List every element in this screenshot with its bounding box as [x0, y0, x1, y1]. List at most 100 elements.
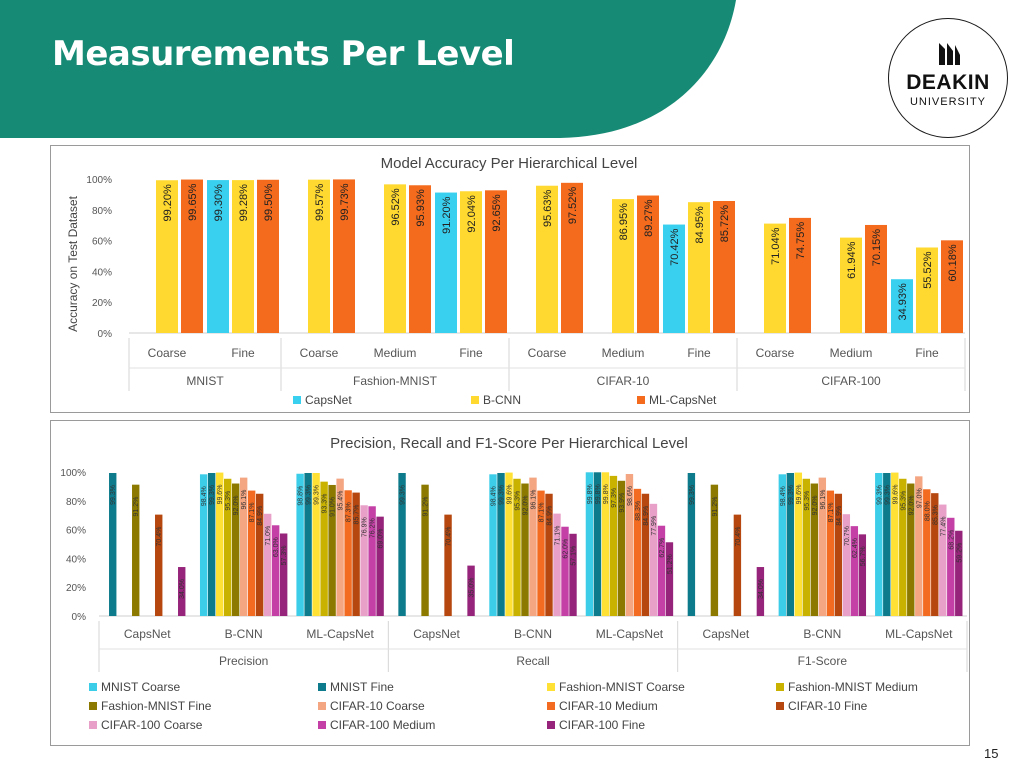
bar-data-label: 95.3%	[515, 491, 522, 511]
bar-cifar-100-medium-precision-ml-capsnet	[368, 506, 376, 616]
bar-cifar-100-coarse-recall-b-cnn	[553, 513, 561, 616]
bar-mnist-fine-f1-score-ml-capsnet	[883, 473, 891, 616]
bar-data-label: 98.4%	[780, 486, 787, 506]
header-band	[0, 0, 1024, 140]
group-label: F1-Score	[798, 654, 848, 668]
bar-mnist-fine-f1-score-capsnet	[687, 473, 696, 616]
legend-label-b-cnn: B-CNN	[483, 393, 521, 407]
bar-b-cnn-mnist-fine	[232, 180, 254, 333]
bar-data-label: 99.3%	[884, 485, 891, 505]
bar-ml-capsnet-fashion-mnist-coarse	[333, 179, 355, 333]
y-tick-label: 80%	[92, 206, 112, 217]
bar-data-label: 96.1%	[820, 490, 827, 510]
header-band-shape	[0, 0, 736, 138]
bar-mnist-fine-precision-ml-capsnet	[304, 473, 312, 616]
bar-fashion-mnist-medium-precision-ml-capsnet	[320, 481, 328, 616]
bar-ml-capsnet-cifar-10-coarse	[561, 182, 583, 333]
bar-cifar-100-fine-precision-ml-capsnet	[376, 516, 384, 616]
bar-data-label: 70.7%	[844, 526, 851, 546]
bar-cifar-100-medium-recall-b-cnn	[561, 526, 569, 616]
chart-title: Precision, Recall and F1-Score Per Hiera…	[330, 435, 688, 452]
x-tick-label: B-CNN	[514, 627, 552, 641]
bar-data-label: 34.0%	[758, 579, 765, 599]
bar-mnist-fine-recall-ml-capsnet	[593, 472, 602, 616]
legend-swatch-cifar-100-medium	[318, 721, 326, 729]
bar-mnist-coarse-precision-b-cnn	[199, 474, 208, 616]
legend-label-fashion-mnist-coarse: Fashion-MNIST Coarse	[559, 680, 685, 694]
chart-title: Model Accuracy Per Hierarchical Level	[381, 155, 638, 172]
bar-cifar-10-coarse-recall-b-cnn	[529, 477, 537, 616]
group-label: Precision	[219, 654, 268, 668]
legend-label-ml-capsnet: ML-CapsNet	[649, 393, 717, 407]
bar-cifar-100-fine-recall-ml-capsnet	[665, 542, 674, 616]
legend-swatch-fashion-mnist-medium	[776, 683, 784, 691]
bar-data-label: 99.8%	[603, 484, 610, 504]
bar-b-cnn-cifar-10-fine	[688, 202, 710, 333]
bar-data-label: 62.0%	[563, 539, 570, 559]
bar-data-label: 99.28%	[238, 184, 250, 222]
bar-data-label: 70.15%	[871, 229, 883, 267]
bar-cifar-10-fine-recall-ml-capsnet	[641, 493, 650, 616]
x-tick-label: Fine	[231, 346, 255, 360]
bar-capsnet-cifar-10-fine	[663, 224, 685, 333]
bar-data-label: 99.6%	[796, 485, 803, 505]
x-tick-label: Fine	[459, 346, 483, 360]
bar-cifar-100-fine-f1-score-capsnet	[756, 567, 765, 616]
bar-cifar-10-fine-precision-ml-capsnet	[352, 492, 360, 616]
bar-cifar-10-coarse-precision-ml-capsnet	[336, 478, 344, 616]
y-tick-label: 20%	[92, 298, 112, 309]
logo-text-university: UNIVERSITY	[909, 96, 986, 108]
bar-ml-capsnet-mnist-fine	[257, 179, 279, 333]
bar-cifar-10-medium-precision-ml-capsnet	[344, 490, 352, 616]
bar-data-label: 91.2%	[423, 497, 430, 517]
bar-cifar-10-coarse-f1-score-ml-capsnet	[915, 476, 923, 616]
legend-swatch-mnist-coarse	[89, 683, 97, 691]
bar-data-label: 92.0%	[523, 496, 530, 516]
bar-data-label: 99.3%	[788, 485, 795, 505]
bar-cifar-100-fine-recall-capsnet	[467, 565, 475, 616]
bar-ml-capsnet-fashion-mnist-medium	[409, 185, 431, 333]
bar-data-label: 84.9%	[257, 506, 264, 526]
slide-title: Measurements Per Level	[52, 34, 515, 74]
bar-mnist-fine-recall-capsnet	[398, 473, 406, 616]
bar-data-label: 99.3%	[306, 485, 313, 505]
bar-data-label: 86.95%	[618, 203, 630, 241]
y-axis-label: Accuracy on Test Dataset	[66, 195, 80, 332]
legend-label-mnist-fine: MNIST Fine	[330, 680, 394, 694]
bar-data-label: 99.73%	[339, 183, 351, 221]
bar-data-label: 92.65%	[491, 194, 503, 232]
bar-cifar-100-coarse-f1-score-ml-capsnet	[939, 504, 947, 616]
bar-cifar-10-coarse-f1-score-b-cnn	[818, 477, 827, 616]
bar-data-label: 99.65%	[187, 183, 199, 221]
bar-b-cnn-cifar-100-fine	[916, 247, 938, 333]
bar-data-label: 62.4%	[852, 538, 859, 558]
bar-data-label: 69.0%	[378, 529, 385, 549]
legend-label-mnist-coarse: MNIST Coarse	[101, 680, 180, 694]
bar-cifar-100-coarse-precision-b-cnn	[263, 513, 272, 616]
bar-fashion-mnist-medium-precision-b-cnn	[223, 478, 232, 616]
bar-data-label: 99.3%	[689, 485, 696, 505]
bar-data-label: 97.0%	[916, 488, 923, 508]
bar-fashion-mnist-coarse-f1-score-ml-capsnet	[891, 472, 899, 616]
bar-data-label: 77.4%	[940, 517, 947, 537]
bar-mnist-coarse-precision-ml-capsnet	[296, 473, 304, 616]
bar-fashion-mnist-fine-recall-b-cnn	[521, 483, 529, 616]
bar-b-cnn-mnist-coarse	[156, 180, 178, 333]
bar-data-label: 85.72%	[719, 205, 731, 243]
bar-cifar-100-medium-f1-score-b-cnn	[850, 526, 859, 616]
bar-data-label: 96.1%	[241, 490, 248, 510]
bar-data-label: 61.94%	[846, 241, 858, 279]
bar-data-label: 62.7%	[659, 538, 666, 558]
bar-data-label: 97.52%	[567, 187, 579, 225]
bar-fashion-mnist-fine-precision-b-cnn	[231, 483, 240, 616]
bar-data-label: 99.6%	[507, 485, 514, 505]
bar-data-label: 98.6%	[627, 486, 634, 506]
bar-data-label: 99.3%	[110, 485, 117, 505]
bar-data-label: 99.57%	[314, 183, 326, 221]
x-tick-label: ML-CapsNet	[885, 627, 953, 641]
bar-data-label: 85.3%	[932, 505, 939, 525]
bar-data-label: 34.0%	[179, 579, 186, 599]
bar-cifar-10-medium-precision-b-cnn	[247, 490, 256, 616]
y-tick-label: 80%	[66, 497, 86, 508]
bar-fashion-mnist-fine-precision-ml-capsnet	[328, 484, 336, 616]
